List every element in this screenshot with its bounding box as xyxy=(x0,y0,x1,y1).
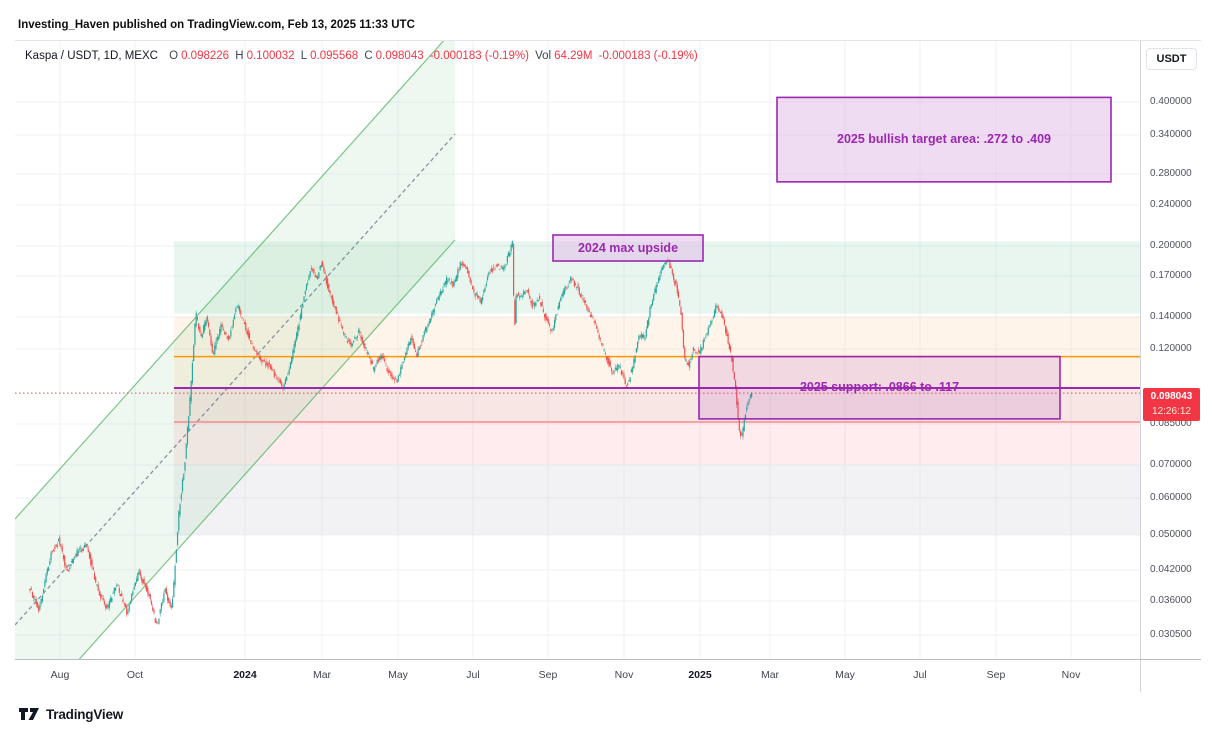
time-tick: Sep xyxy=(538,669,558,681)
support-box xyxy=(698,355,1061,420)
time-tick: May xyxy=(388,669,408,681)
candlestick-chart xyxy=(15,41,1140,659)
price-tick: 0.340000 xyxy=(1150,129,1192,140)
price-tick: 0.120000 xyxy=(1150,343,1192,354)
bullish-target-box xyxy=(776,96,1112,183)
axis-corner-separator xyxy=(1140,660,1141,692)
time-tick: Aug xyxy=(50,669,70,681)
low-value: 0.095568 xyxy=(310,50,359,62)
price-tick: 0.060000 xyxy=(1150,492,1192,503)
down-candle-bodies xyxy=(29,244,743,624)
price-tick: 0.070000 xyxy=(1150,459,1192,470)
time-tick: Mar xyxy=(760,669,780,681)
time-tick: Oct xyxy=(126,669,144,681)
price-tick: 0.400000 xyxy=(1150,96,1192,107)
peach-zone xyxy=(174,316,1140,423)
time-tick: May xyxy=(835,669,855,681)
price-tick: 0.085000 xyxy=(1150,418,1192,429)
max-upside-box xyxy=(552,234,704,262)
price-tick: 0.200000 xyxy=(1150,240,1192,251)
time-tick: Mar xyxy=(312,669,332,681)
chart-widget: Kaspa / USDT, 1D, MEXC O 0.098226 H 0.1000… xyxy=(15,40,1201,692)
attribution-text: Investing_Haven published on TradingView… xyxy=(18,19,415,31)
tradingview-attribution-footer[interactable]: TradingView xyxy=(18,706,123,722)
open-label: O xyxy=(169,50,179,62)
close-value: 0.098043 xyxy=(375,50,424,62)
last-price-value: 0.098043 xyxy=(1150,391,1193,402)
chart-pane[interactable]: Kaspa / USDT, 1D, MEXC O 0.098226 H 0.1000… xyxy=(15,41,1140,659)
trend-channel xyxy=(15,41,456,659)
gray-zone xyxy=(174,464,1140,535)
high-value: 0.100032 xyxy=(246,50,295,62)
symbol-legend[interactable]: Kaspa / USDT, 1D, MEXC O 0.098226 H 0.1000… xyxy=(25,50,701,62)
time-tick: 2025 xyxy=(688,669,712,681)
time-tick: Sep xyxy=(986,669,1006,681)
price-tick: 0.280000 xyxy=(1150,168,1192,179)
price-tick: 0.036000 xyxy=(1150,595,1192,606)
tradingview-brand-text: TradingView xyxy=(46,706,124,722)
up-candle-bodies xyxy=(34,241,753,624)
time-tick: 2024 xyxy=(233,669,257,681)
change-value: -0.000183 (-0.19%) xyxy=(429,50,529,62)
time-tick: Jul xyxy=(466,669,480,681)
currency-toggle-button[interactable]: USDT xyxy=(1146,48,1197,70)
low-label: L xyxy=(300,50,308,62)
price-tick: 0.140000 xyxy=(1150,311,1192,322)
open-value: 0.098226 xyxy=(181,50,230,62)
high-label: H xyxy=(235,50,244,62)
close-label: C xyxy=(364,50,373,62)
volume-value: 64.29M xyxy=(554,50,593,62)
bar-countdown: 12:26:12 xyxy=(1152,405,1191,417)
lavender-zone xyxy=(174,388,1140,423)
price-tick: 0.042000 xyxy=(1150,564,1192,575)
price-tick: 0.240000 xyxy=(1150,199,1192,210)
price-tick: 0.050000 xyxy=(1150,529,1192,540)
time-tick: Jul xyxy=(913,669,927,681)
price-axis[interactable]: USDT 0.400000 0.340000 0.280000 0.240000 0.2… xyxy=(1140,41,1201,659)
price-tick: 0.170000 xyxy=(1150,270,1192,281)
time-axis[interactable]: Aug Oct 2024 Mar May Jul Sep Nov 2025 Mar May Jul Se… xyxy=(15,659,1201,692)
tradingview-logo-icon xyxy=(19,708,39,720)
volume-label: Vol xyxy=(535,50,552,62)
volume-change: -0.000183 (-0.19%) xyxy=(598,50,698,62)
price-tick: 0.030500 xyxy=(1150,629,1192,640)
last-price-label: 0.098043 12:26:12 xyxy=(1143,388,1200,421)
symbol-name[interactable]: Kaspa / USDT, 1D, MEXC xyxy=(25,50,158,62)
time-tick: Nov xyxy=(614,669,634,681)
time-tick: Nov xyxy=(1061,669,1081,681)
pink-zone xyxy=(174,422,1140,465)
